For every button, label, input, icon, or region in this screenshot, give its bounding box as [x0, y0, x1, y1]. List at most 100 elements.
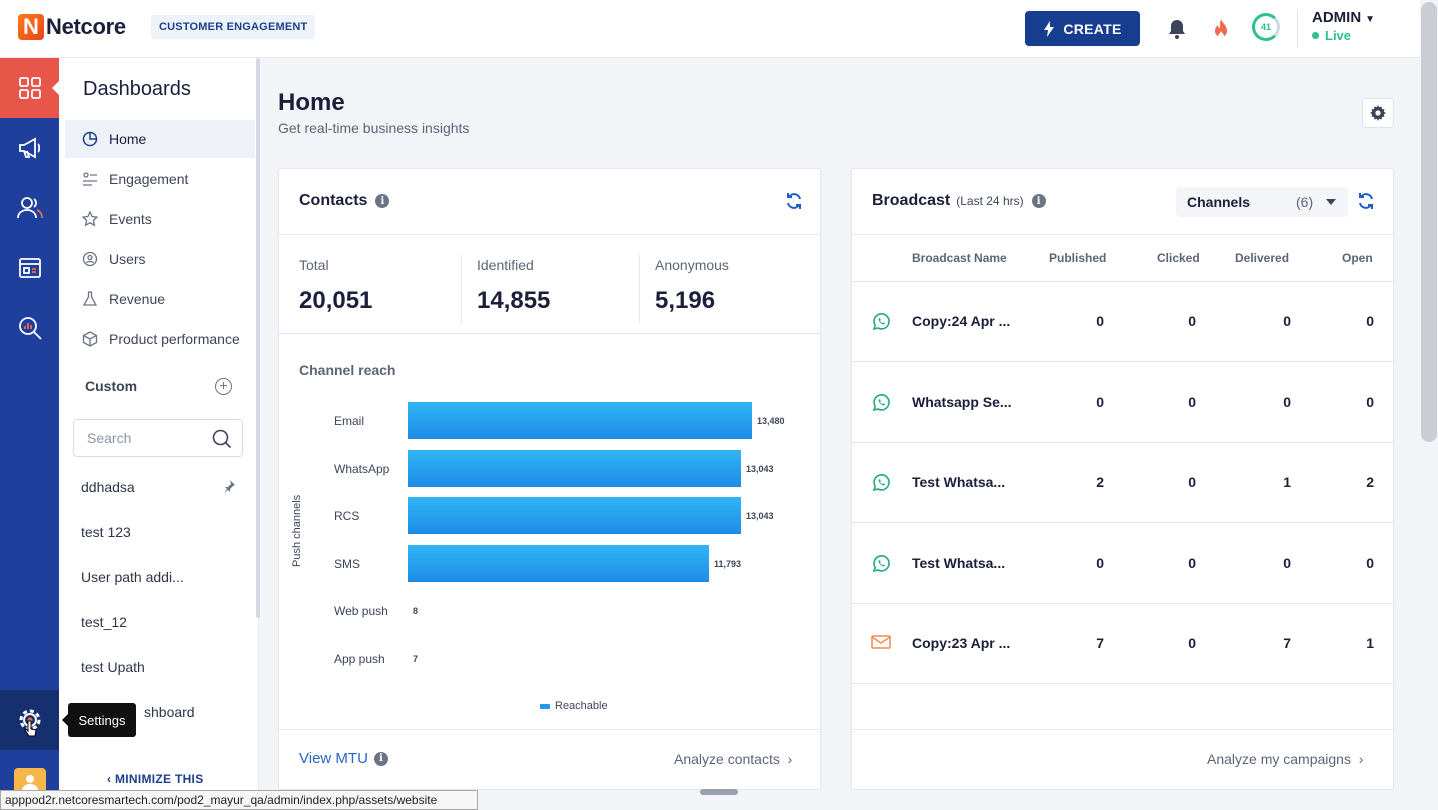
sidebar-item-product-performance[interactable]: Product performance [65, 320, 255, 358]
score-gauge[interactable]: 41 [1252, 13, 1280, 41]
custom-dashboard-item[interactable]: test_12 [81, 614, 127, 630]
dashboards-sidebar: Dashboards Home Engagement Events Users … [59, 58, 259, 810]
dashboard-icon [18, 77, 41, 99]
delivered-cell: 1 [1283, 474, 1291, 490]
sidebar-item-events[interactable]: Events [65, 200, 255, 238]
rail-analytics[interactable] [0, 298, 59, 358]
custom-dashboard-item[interactable]: ddhadsa [81, 479, 135, 495]
chart-legend[interactable]: Reachable [540, 700, 608, 712]
stat-total: Total 20,051 [299, 257, 372, 315]
published-cell: 7 [1096, 635, 1104, 651]
col-open[interactable]: Open [1342, 251, 1373, 265]
sidebar-item-label: Events [109, 211, 152, 227]
live-dot-icon [1312, 32, 1319, 39]
chart-category-label: RCS [334, 509, 360, 523]
chart-category-label: WhatsApp [334, 461, 390, 476]
col-published[interactable]: Published [1049, 251, 1107, 265]
stat-divider [461, 255, 462, 323]
custom-dashboard-item[interactable]: test 123 [81, 524, 131, 540]
user-name: ADMIN [1312, 9, 1362, 26]
col-broadcast-name[interactable]: Broadcast Name [912, 251, 1007, 265]
gear-icon [1370, 105, 1386, 121]
analyze-contacts-link[interactable]: Analyze contacts › [674, 751, 792, 767]
custom-heading: Custom [85, 378, 138, 394]
stat-anonymous: Anonymous 5,196 [655, 257, 729, 315]
avatar-icon [22, 775, 38, 791]
page-settings-button[interactable] [1362, 98, 1394, 128]
custom-dashboard-item[interactable]: test Upath [81, 659, 145, 675]
stat-label: Identified [477, 257, 534, 273]
stat-label: Total [299, 257, 329, 273]
rail-dashboards[interactable] [0, 58, 60, 118]
pin-icon[interactable] [222, 479, 236, 493]
info-icon[interactable]: i [375, 194, 390, 208]
add-custom-dashboard-button[interactable]: + [215, 378, 232, 395]
custom-dashboard-item[interactable]: User path addi... [81, 569, 184, 585]
col-delivered[interactable]: Delivered [1235, 251, 1290, 265]
sidebar-item-engagement[interactable]: Engagement [65, 160, 255, 198]
refresh-icon[interactable] [1356, 191, 1376, 211]
sidebar-item-users[interactable]: Users [65, 240, 255, 278]
chart-bar[interactable] [408, 497, 741, 534]
col-clicked[interactable]: Clicked [1157, 251, 1200, 265]
open-cell: 0 [1366, 313, 1374, 329]
table-row[interactable]: Test Whatsa... 0 0 0 0 [852, 524, 1393, 604]
analyze-campaigns-link[interactable]: Analyze my campaigns › [1207, 751, 1363, 767]
sidebar-item-home[interactable]: Home [65, 120, 255, 158]
clicked-cell: 0 [1188, 313, 1196, 329]
minimize-sidebar-button[interactable]: ‹ MINIMIZE THIS [107, 772, 204, 786]
page-scrollbar[interactable] [1421, 2, 1437, 442]
table-row[interactable]: Whatsapp Se... 0 0 0 0 [852, 363, 1393, 443]
sidebar-scrollbar[interactable] [256, 58, 260, 618]
contacts-title: Contacts i [299, 192, 390, 210]
open-cell: 2 [1366, 474, 1374, 490]
contacts-title-text: Contacts [299, 192, 368, 209]
stat-identified: Identified 14,855 [477, 257, 550, 315]
chart-bar[interactable] [408, 449, 741, 487]
rail-campaigns[interactable] [0, 118, 59, 178]
clicked-cell: 0 [1188, 393, 1196, 410]
create-button[interactable]: CREATE [1025, 11, 1140, 46]
chart-category-label: Email [334, 414, 365, 428]
broadcast-card-header: Broadcast (Last 24 hrs) i Channels (6) [852, 169, 1393, 235]
broadcast-name-cell[interactable]: Whatsapp Se... [912, 393, 1012, 410]
refresh-icon[interactable] [784, 191, 804, 211]
rail-assets[interactable] [0, 238, 59, 298]
broadcast-table-header: Broadcast Name Published Clicked Deliver… [852, 235, 1393, 282]
whatsapp-icon [871, 473, 891, 498]
chart-bar[interactable] [408, 402, 752, 439]
table-row[interactable]: Copy:23 Apr ... 7 0 7 1 [852, 604, 1393, 684]
broadcast-name-cell[interactable]: Copy:24 Apr ... [912, 313, 1011, 329]
broadcast-title-text: Broadcast [872, 192, 951, 209]
chart-bar[interactable] [408, 544, 709, 582]
broadcast-name-cell[interactable]: Test Whatsa... [912, 474, 1006, 490]
dashboard-search-input[interactable]: Search [73, 419, 243, 457]
broadcast-name-cell[interactable]: Copy:23 Apr ... [912, 635, 1011, 651]
delivered-cell: 0 [1283, 393, 1291, 410]
chart-value-label: 11,793 [714, 558, 742, 569]
info-icon[interactable]: i [1031, 194, 1046, 208]
table-row[interactable]: Test Whatsa... 2 0 1 2 [852, 443, 1393, 523]
netcore-logo[interactable]: N Netcore [18, 14, 126, 40]
channels-dropdown[interactable]: Channels (6) [1176, 187, 1348, 217]
table-row[interactable]: Copy:24 Apr ... 0 0 0 0 [852, 282, 1393, 362]
info-icon[interactable]: i [373, 751, 388, 766]
bell-icon[interactable] [1164, 16, 1190, 42]
star-icon [81, 210, 99, 228]
rail-audience[interactable] [0, 178, 59, 238]
flame-icon[interactable] [1208, 16, 1234, 42]
sidebar-item-label: Revenue [109, 291, 166, 307]
rail-settings[interactable] [0, 690, 59, 750]
stats-divider [279, 333, 820, 334]
broadcast-name-cell[interactable]: Test Whatsa... [912, 554, 1006, 571]
custom-dashboard-item[interactable]: shboard [144, 704, 195, 720]
view-mtu-link[interactable]: View MTU i [299, 750, 388, 767]
sidebar-item-revenue[interactable]: Revenue [65, 280, 255, 318]
product-badge[interactable]: CUSTOMER ENGAGEMENT [151, 15, 316, 39]
user-menu[interactable]: ADMIN ▼ [1312, 9, 1375, 26]
engagement-icon [81, 170, 99, 188]
page-title: Home [278, 89, 345, 116]
horizontal-scroll-handle[interactable] [700, 789, 738, 795]
calendar-icon [18, 258, 41, 278]
stat-divider [639, 255, 640, 323]
